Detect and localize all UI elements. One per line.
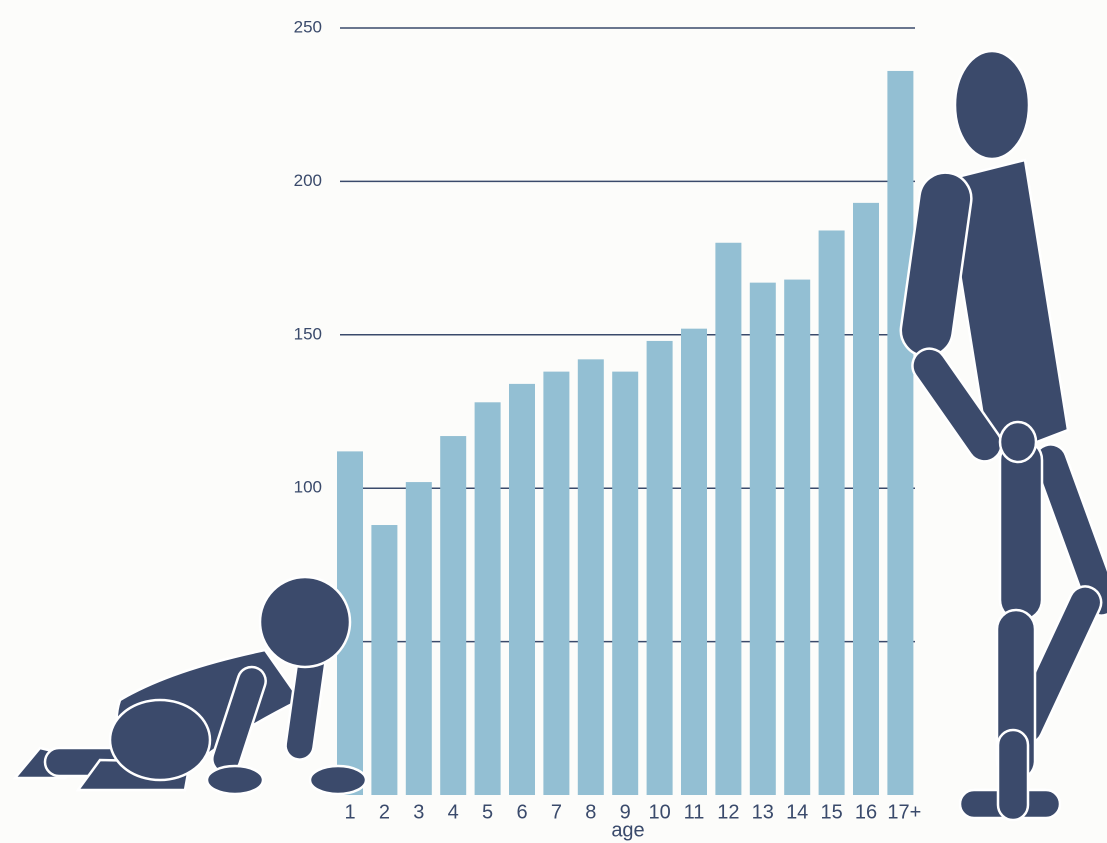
x-tick-label: 17+ bbox=[887, 801, 921, 823]
bar bbox=[612, 371, 639, 795]
man-forearm bbox=[911, 347, 1003, 463]
x-tick-label: 10 bbox=[648, 801, 670, 823]
bar bbox=[853, 202, 879, 796]
x-tick-label: 6 bbox=[516, 801, 527, 823]
bar bbox=[405, 482, 432, 795]
bar bbox=[887, 70, 914, 795]
man-hand bbox=[998, 420, 1038, 464]
x-tick-label: 12 bbox=[717, 801, 739, 823]
x-tick-label: 13 bbox=[752, 801, 774, 823]
man-head bbox=[953, 49, 1031, 161]
bar bbox=[646, 340, 673, 795]
bar bbox=[577, 359, 604, 795]
x-tick-label: 11 bbox=[684, 801, 705, 823]
x-tick-label: 5 bbox=[482, 801, 493, 823]
baby-head bbox=[258, 575, 352, 669]
bar bbox=[543, 371, 570, 795]
bar bbox=[474, 402, 501, 795]
bar bbox=[715, 242, 742, 795]
x-tick-label: 7 bbox=[551, 801, 562, 823]
man-thigh bbox=[998, 438, 1044, 622]
x-tick-label: 8 bbox=[585, 801, 596, 823]
x-tick-label: 4 bbox=[448, 801, 459, 823]
y-tick-label: 250 bbox=[294, 17, 322, 36]
y-tick-label: 100 bbox=[294, 478, 322, 497]
baby-hand bbox=[205, 764, 265, 796]
man-ankle bbox=[996, 728, 1030, 822]
bar bbox=[749, 282, 776, 795]
bar bbox=[509, 383, 535, 795]
x-tick-label: 16 bbox=[855, 801, 877, 823]
baby-figure bbox=[12, 575, 368, 796]
x-tick-label: 2 bbox=[379, 801, 390, 823]
bar bbox=[818, 230, 845, 795]
man-torso bbox=[943, 158, 1070, 462]
bar bbox=[784, 279, 811, 795]
baby-hand bbox=[308, 764, 368, 796]
man-figure bbox=[899, 49, 1107, 822]
x-tick-label: 3 bbox=[413, 801, 424, 823]
bar bbox=[371, 525, 398, 795]
y-tick-label: 200 bbox=[294, 171, 322, 190]
y-tick-label: 150 bbox=[294, 324, 322, 343]
x-axis-label: age bbox=[611, 819, 644, 841]
x-tick-label: 14 bbox=[786, 801, 808, 823]
baby-thigh bbox=[108, 698, 212, 782]
bar bbox=[681, 328, 707, 795]
bar-layer bbox=[337, 70, 914, 796]
x-tick-label: 9 bbox=[620, 801, 631, 823]
x-tick-label: 15 bbox=[820, 801, 842, 823]
bar bbox=[440, 436, 467, 795]
x-tick-label: 1 bbox=[344, 801, 355, 823]
